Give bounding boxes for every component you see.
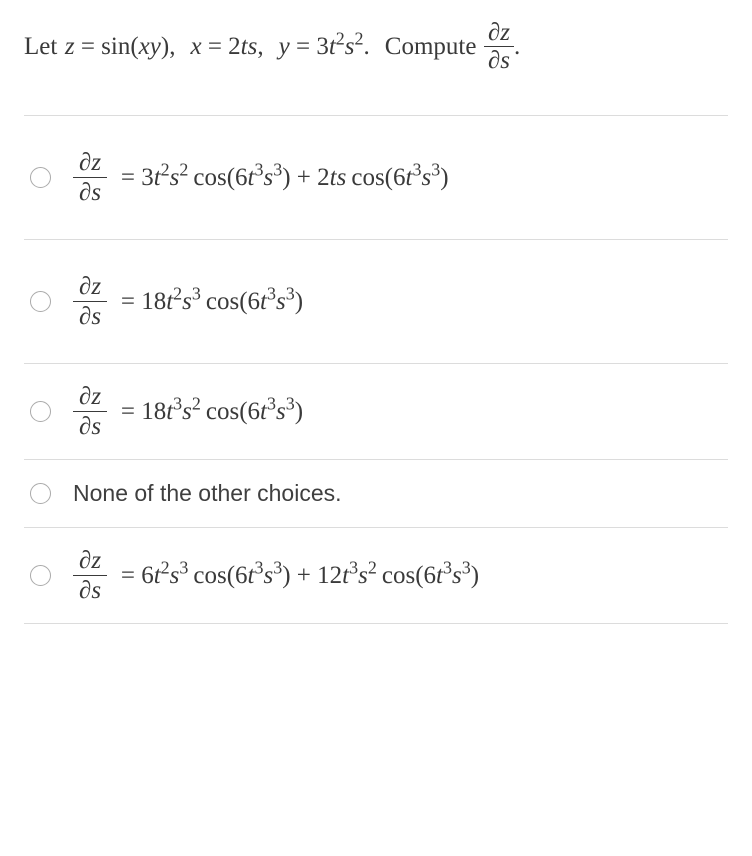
choice-expression: = 18t3s2 cos(6t3s3) [121,399,303,424]
answer-choice[interactable]: ∂z∂s = 3t2s2 cos(6t3s3) + 2ts cos(6t3s3) [24,116,728,240]
choice-content: ∂z∂s = 18t2s3 cos(6t3s3) [73,274,303,329]
choice-expression: = 18t2s3 cos(6t3s3) [121,289,303,314]
radio-button[interactable] [30,291,51,312]
question-x-eq: x = 2ts, [190,27,263,67]
radio-button[interactable] [30,167,51,188]
answer-choice[interactable]: ∂z∂s = 6t2s3 cos(6t3s3) + 12t3s2 cos(6t3… [24,528,728,624]
answer-choice[interactable]: ∂z∂s = 18t3s2 cos(6t3s3) [24,364,728,460]
question-period: . [514,27,520,67]
partial-derivative: ∂z∂s [73,150,107,205]
partial-derivative: ∂z∂s [73,548,107,603]
choice-expression: = 3t2s2 cos(6t3s3) + 2ts cos(6t3s3) [121,165,449,190]
answer-choice[interactable]: ∂z∂s = 18t2s3 cos(6t3s3) [24,240,728,364]
answer-choice-list: ∂z∂s = 3t2s2 cos(6t3s3) + 2ts cos(6t3s3)… [24,115,728,624]
choice-expression: = 6t2s3 cos(6t3s3) + 12t3s2 cos(6t3s3) [121,563,479,588]
radio-button[interactable] [30,565,51,586]
question-prefix: Let [24,27,57,67]
partial-derivative: ∂z∂s [73,384,107,439]
choice-content: ∂z∂s = 18t3s2 cos(6t3s3) [73,384,303,439]
question-y-eq: y = 3t2s2. [279,27,370,67]
radio-button[interactable] [30,401,51,422]
question-compute: Compute [385,27,477,67]
answer-choice[interactable]: None of the other choices. [24,460,728,528]
question-derivative: ∂z ∂s [484,20,514,73]
choice-content: ∂z∂s = 6t2s3 cos(6t3s3) + 12t3s2 cos(6t3… [73,548,479,603]
choice-content: ∂z∂s = 3t2s2 cos(6t3s3) + 2ts cos(6t3s3) [73,150,449,205]
partial-derivative: ∂z∂s [73,274,107,329]
question-stem: Let z = sin(xy), x = 2ts, y = 3t2s2. Com… [24,20,728,73]
radio-button[interactable] [30,483,51,504]
choice-content: None of the other choices. [73,482,342,505]
question-z-eq: z = sin(xy), [65,27,176,67]
